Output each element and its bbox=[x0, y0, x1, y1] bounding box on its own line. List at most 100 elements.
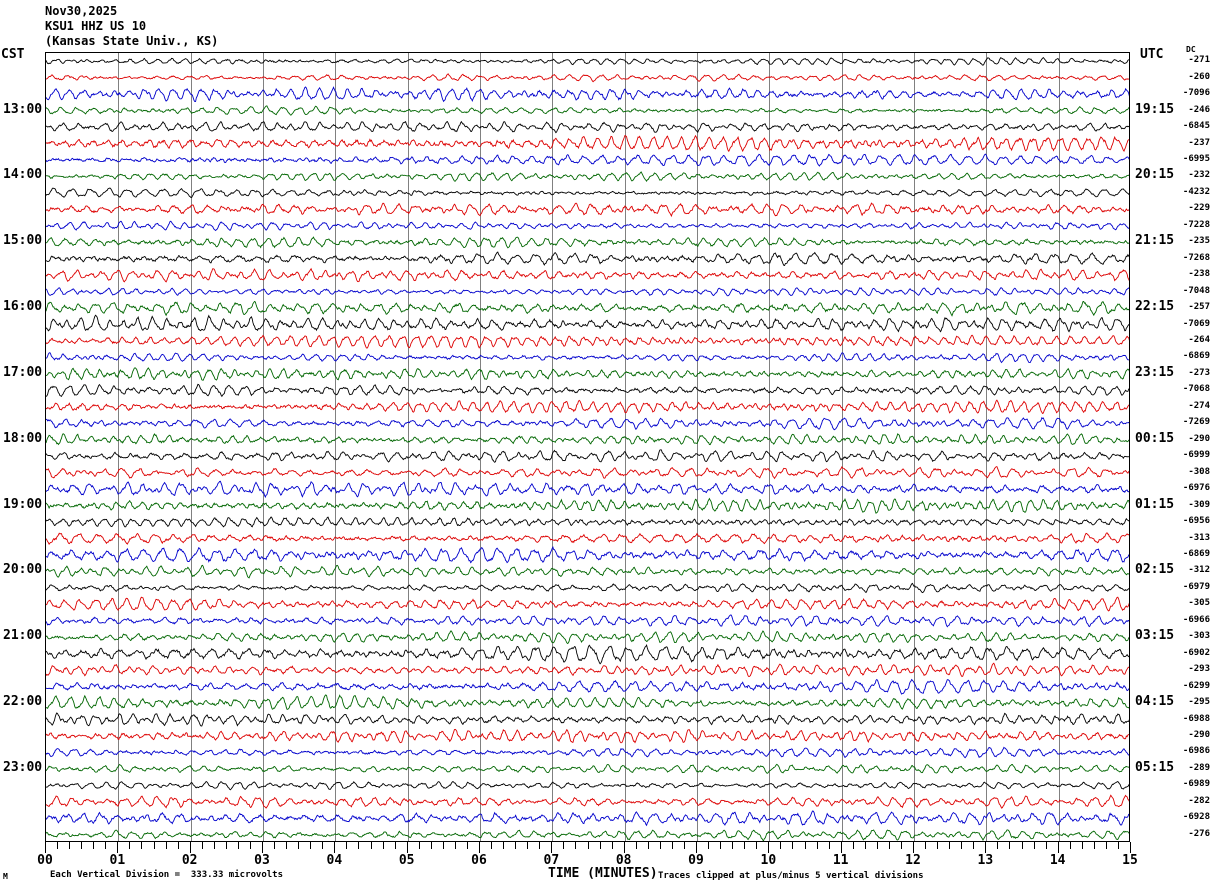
x-tick-major bbox=[262, 842, 263, 853]
x-tick-minor bbox=[720, 842, 721, 849]
x-tick-minor bbox=[588, 842, 589, 849]
seismic-trace bbox=[46, 367, 1129, 381]
x-tick-minor bbox=[503, 842, 504, 849]
dc-value: -289 bbox=[1188, 762, 1210, 773]
x-tick-major bbox=[334, 842, 335, 853]
seismic-trace bbox=[46, 267, 1129, 283]
dc-value: -7048 bbox=[1182, 285, 1210, 296]
x-tick-major bbox=[1058, 842, 1059, 853]
seismic-trace bbox=[46, 56, 1129, 66]
grid-lines bbox=[46, 53, 1129, 841]
dc-value: -6869 bbox=[1182, 548, 1210, 559]
x-tick-minor bbox=[214, 842, 215, 849]
dc-value: -295 bbox=[1188, 697, 1210, 708]
x-tick-minor bbox=[1094, 842, 1095, 849]
dc-value: -7268 bbox=[1182, 252, 1210, 263]
seismic-trace bbox=[46, 287, 1129, 297]
x-tick-minor bbox=[1118, 842, 1119, 849]
right-time-label: 00:15 bbox=[1135, 430, 1175, 446]
dc-value: -7269 bbox=[1182, 417, 1210, 428]
seismic-trace bbox=[46, 416, 1129, 431]
left-time-label: 22:00 bbox=[3, 694, 43, 710]
x-tick-minor bbox=[383, 842, 384, 849]
right-time-label: 20:15 bbox=[1135, 167, 1175, 183]
x-tick-minor bbox=[515, 842, 516, 849]
dc-value: -238 bbox=[1188, 269, 1210, 280]
x-tick-minor bbox=[708, 842, 709, 849]
x-tick-label: 04 bbox=[326, 853, 343, 868]
dc-value: -7068 bbox=[1182, 384, 1210, 395]
dc-value: -7228 bbox=[1182, 219, 1210, 230]
grid-line-vertical bbox=[914, 53, 915, 841]
dc-value: -6956 bbox=[1182, 516, 1210, 527]
dc-value: -6299 bbox=[1182, 680, 1210, 691]
dc-value: -290 bbox=[1188, 730, 1210, 741]
seismic-trace bbox=[46, 86, 1129, 103]
seismic-trace bbox=[46, 630, 1129, 645]
header-station-code: KSU1 HHZ US 10 bbox=[45, 19, 147, 33]
x-tick-minor bbox=[371, 842, 372, 849]
seismic-trace bbox=[46, 532, 1129, 545]
x-tick-label: 15 bbox=[1122, 853, 1138, 868]
seismic-trace bbox=[46, 694, 1129, 710]
seismic-trace bbox=[46, 712, 1129, 727]
corner-mark: M bbox=[3, 872, 8, 881]
dc-value: -6989 bbox=[1182, 779, 1210, 790]
x-tick-minor bbox=[1046, 842, 1047, 849]
x-tick-minor bbox=[961, 842, 962, 849]
right-time-label: 19:15 bbox=[1135, 101, 1175, 117]
x-tick-minor bbox=[744, 842, 745, 849]
x-tick-label: 02 bbox=[181, 853, 198, 868]
left-axis-label: CST bbox=[1, 47, 25, 62]
grid-line-vertical bbox=[191, 53, 192, 841]
dc-value: -282 bbox=[1188, 795, 1210, 806]
x-tick-minor bbox=[1009, 842, 1010, 849]
header-date: Nov30,2025 bbox=[45, 4, 118, 18]
x-tick-major bbox=[696, 842, 697, 853]
x-tick-major bbox=[190, 842, 191, 853]
dc-value: -308 bbox=[1188, 466, 1210, 477]
x-tick-minor bbox=[817, 842, 818, 849]
dc-value: -7069 bbox=[1182, 318, 1210, 329]
x-tick-minor bbox=[612, 842, 613, 849]
dc-value: -6976 bbox=[1182, 483, 1210, 494]
x-axis-title: TIME (MINUTES) bbox=[548, 866, 658, 881]
dc-value: -6999 bbox=[1182, 450, 1210, 461]
x-tick-minor bbox=[298, 842, 299, 849]
grid-line-vertical bbox=[118, 53, 119, 841]
x-tick-minor bbox=[925, 842, 926, 849]
dc-value: -6988 bbox=[1182, 713, 1210, 724]
dc-value: -6845 bbox=[1182, 121, 1210, 132]
dc-value: -6979 bbox=[1182, 581, 1210, 592]
x-tick-minor bbox=[455, 842, 456, 849]
x-tick-minor bbox=[1082, 842, 1083, 849]
right-time-label: 22:15 bbox=[1135, 299, 1175, 315]
seismic-trace bbox=[46, 780, 1129, 791]
x-tick-minor bbox=[756, 842, 757, 849]
x-tick-minor bbox=[648, 842, 649, 849]
x-tick-minor bbox=[1022, 842, 1023, 849]
clip-note: Traces clipped at plus/minus 5 vertical … bbox=[658, 871, 924, 881]
seismic-trace bbox=[46, 763, 1129, 774]
x-tick-minor bbox=[660, 842, 661, 849]
seismic-trace bbox=[46, 153, 1129, 167]
dc-value: -246 bbox=[1188, 104, 1210, 115]
left-time-label: 20:00 bbox=[3, 562, 43, 578]
x-tick-major bbox=[841, 842, 842, 853]
grid-line-vertical bbox=[552, 53, 553, 841]
x-tick-minor bbox=[865, 842, 866, 849]
trace-lines bbox=[46, 53, 1129, 841]
seismic-trace bbox=[46, 251, 1129, 266]
x-tick-minor bbox=[877, 842, 878, 849]
seismic-trace bbox=[46, 334, 1129, 349]
dc-value: -4232 bbox=[1182, 186, 1210, 197]
x-tick-label: 08 bbox=[615, 853, 632, 868]
x-tick-label: 00 bbox=[37, 853, 53, 868]
x-tick-minor bbox=[780, 842, 781, 849]
x-tick-minor bbox=[973, 842, 974, 849]
dc-value: -264 bbox=[1188, 335, 1210, 346]
seismogram-plot[interactable] bbox=[45, 52, 1130, 842]
dc-value: -290 bbox=[1188, 433, 1210, 444]
right-time-label: 01:15 bbox=[1135, 496, 1175, 512]
left-time-label: 18:00 bbox=[3, 430, 43, 446]
